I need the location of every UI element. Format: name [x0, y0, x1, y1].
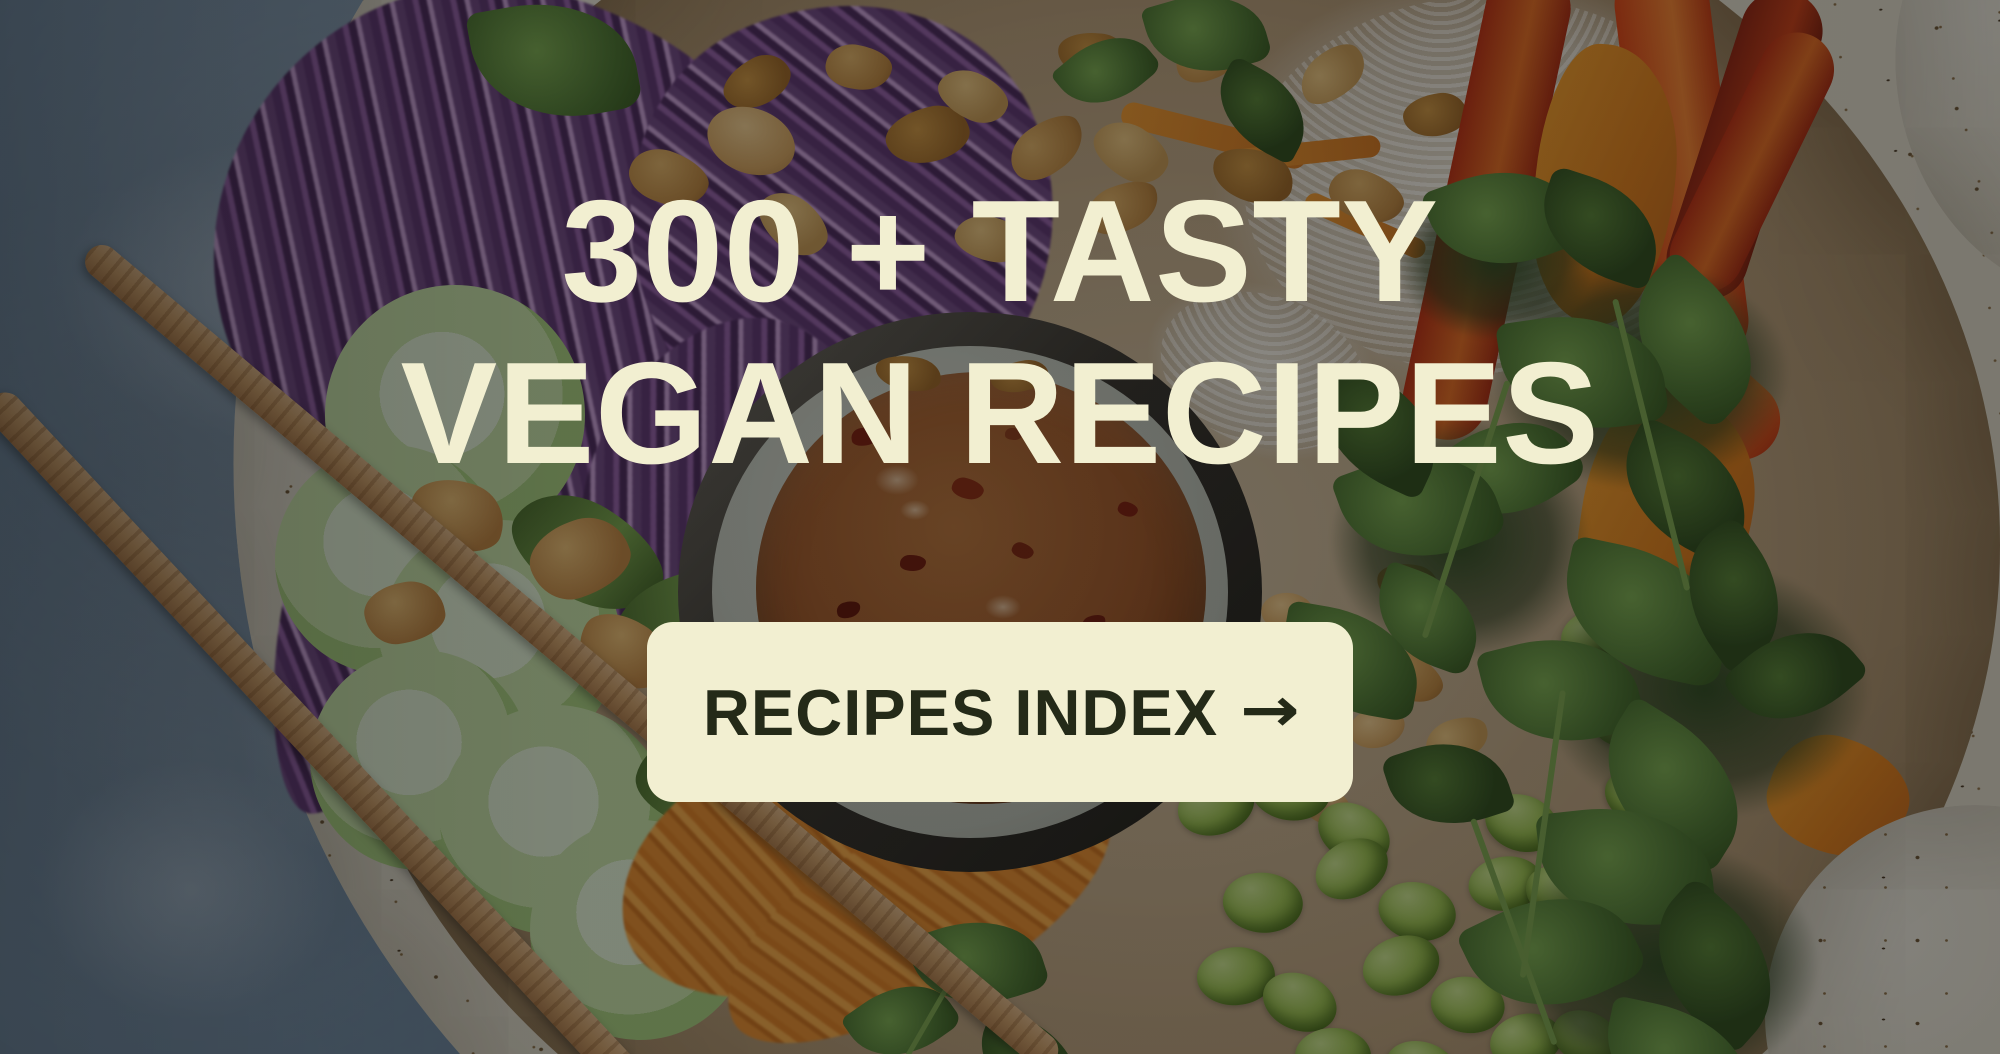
hero-title: 300 + TASTY VEGAN RECIPES — [401, 170, 1600, 494]
table-light-patch — [40, 760, 340, 1020]
hero-title-line1: 300 + TASTY — [561, 170, 1439, 332]
recipes-index-button-label: RECIPES INDEX — [702, 675, 1219, 749]
sauce-highlight — [985, 595, 1021, 619]
sauce-highlight — [900, 500, 930, 520]
hero-title-line2: VEGAN RECIPES — [400, 332, 1600, 494]
chili-flake — [900, 555, 926, 571]
chili-flake — [1005, 428, 1023, 440]
sauce-highlight — [875, 465, 919, 495]
recipes-index-button[interactable]: RECIPES INDEX → — [646, 622, 1354, 802]
arrow-right-icon: → — [1240, 672, 1301, 746]
